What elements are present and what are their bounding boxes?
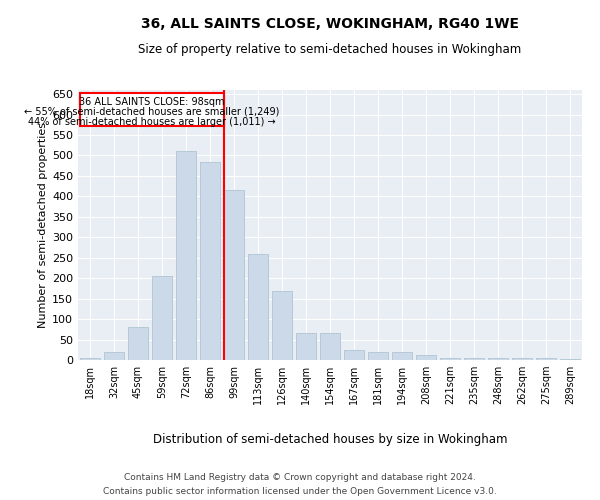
Text: Contains HM Land Registry data © Crown copyright and database right 2024.: Contains HM Land Registry data © Crown c… — [124, 472, 476, 482]
Text: Size of property relative to semi-detached houses in Wokingham: Size of property relative to semi-detach… — [139, 42, 521, 56]
Bar — [416, 355, 436, 360]
Bar — [320, 332, 340, 360]
FancyBboxPatch shape — [80, 94, 224, 126]
Bar — [344, 350, 364, 360]
Text: ← 55% of semi-detached houses are smaller (1,249): ← 55% of semi-detached houses are smalle… — [25, 107, 280, 117]
Bar — [296, 332, 316, 360]
Bar — [224, 190, 244, 360]
Text: 36 ALL SAINTS CLOSE: 98sqm: 36 ALL SAINTS CLOSE: 98sqm — [79, 96, 225, 106]
Text: 44% of semi-detached houses are larger (1,011) →: 44% of semi-detached houses are larger (… — [28, 118, 276, 128]
Bar — [128, 328, 148, 360]
Bar — [152, 276, 172, 360]
Y-axis label: Number of semi-detached properties: Number of semi-detached properties — [38, 122, 48, 328]
Bar — [440, 358, 460, 360]
Bar — [536, 358, 556, 360]
Text: Contains public sector information licensed under the Open Government Licence v3: Contains public sector information licen… — [103, 488, 497, 496]
Bar — [392, 352, 412, 360]
Bar — [200, 162, 220, 360]
Bar — [80, 358, 100, 360]
Bar — [368, 352, 388, 360]
Text: 36, ALL SAINTS CLOSE, WOKINGHAM, RG40 1WE: 36, ALL SAINTS CLOSE, WOKINGHAM, RG40 1W… — [141, 18, 519, 32]
Bar — [176, 152, 196, 360]
Bar — [512, 358, 532, 360]
Bar — [248, 254, 268, 360]
Bar — [104, 352, 124, 360]
Bar — [560, 359, 580, 360]
Text: Distribution of semi-detached houses by size in Wokingham: Distribution of semi-detached houses by … — [153, 432, 507, 446]
Bar — [488, 358, 508, 360]
Bar — [464, 358, 484, 360]
Bar — [272, 292, 292, 360]
